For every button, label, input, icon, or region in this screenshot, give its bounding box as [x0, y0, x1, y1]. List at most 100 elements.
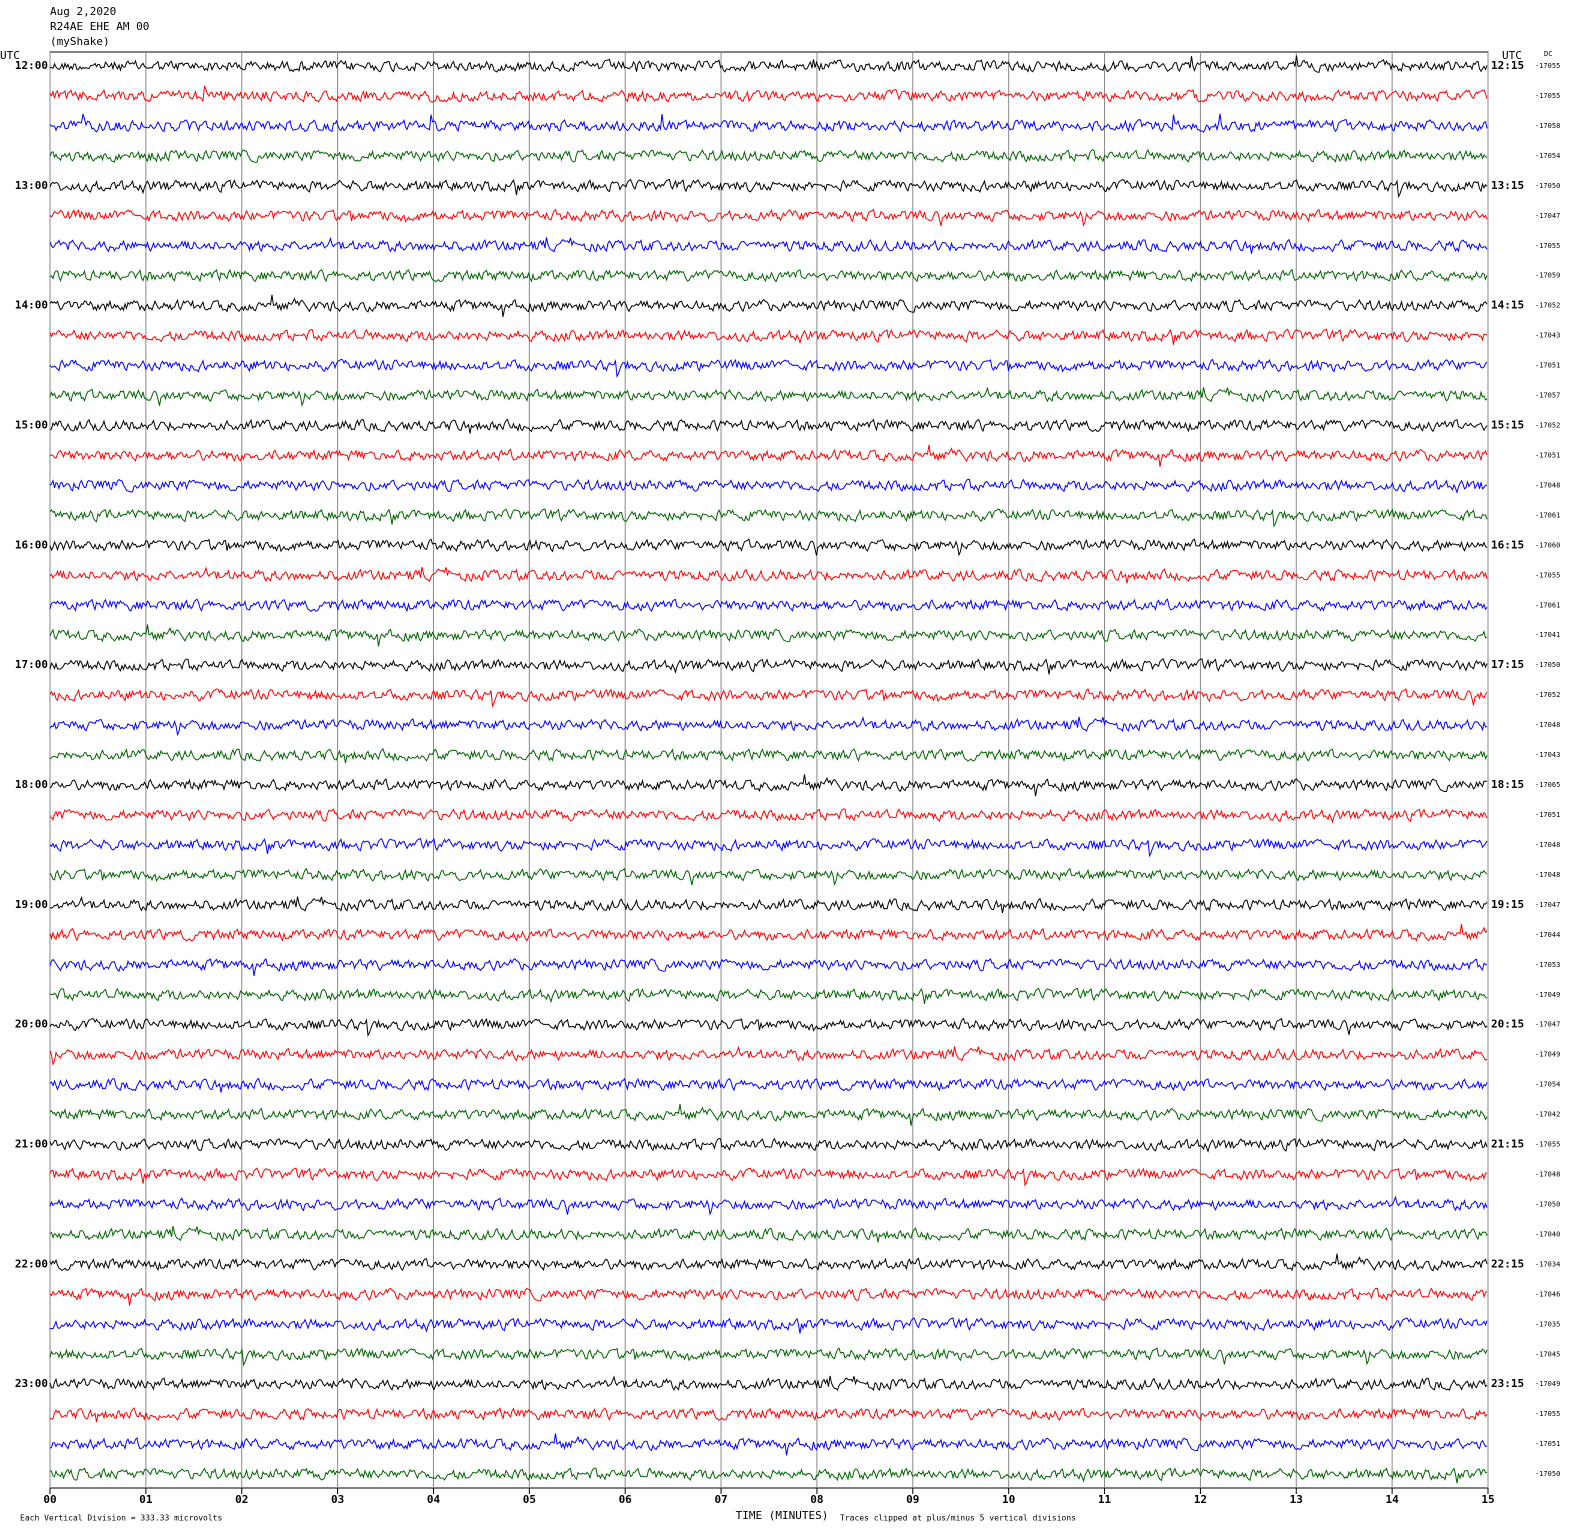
dc-value: -17047	[1535, 1021, 1560, 1029]
trace	[49, 268, 1488, 283]
dc-value: -17054	[1535, 152, 1560, 160]
trace	[49, 1407, 1488, 1423]
trace	[49, 716, 1488, 737]
dc-value: -17061	[1535, 511, 1560, 519]
x-tick-label: 01	[139, 1493, 153, 1506]
trace	[49, 178, 1488, 199]
dc-value: -17055	[1535, 1141, 1560, 1149]
trace	[49, 418, 1488, 434]
dc-value: -17046	[1535, 1290, 1560, 1298]
dc-value: -17059	[1535, 272, 1560, 280]
dc-value: -17043	[1535, 332, 1560, 340]
dc-value: -17052	[1535, 691, 1560, 699]
trace	[49, 1045, 1488, 1066]
dc-value: -17051	[1535, 362, 1560, 370]
trace	[49, 1167, 1487, 1187]
dc-value: -17041	[1535, 631, 1560, 639]
right-time-label: 13:15	[1491, 179, 1524, 192]
trace	[49, 444, 1488, 467]
trace	[49, 1077, 1488, 1093]
dc-value: -17035	[1535, 1320, 1560, 1328]
trace	[49, 478, 1487, 494]
trace	[49, 149, 1488, 163]
trace	[49, 688, 1488, 708]
dc-value: -17051	[1535, 811, 1560, 819]
trace	[49, 208, 1488, 228]
dc-value: -17055	[1535, 571, 1560, 579]
title-line: (myShake)	[50, 35, 110, 48]
x-tick-label: 14	[1386, 1493, 1400, 1506]
dc-value: -17048	[1535, 1171, 1560, 1179]
dc-value: -17060	[1535, 541, 1560, 549]
dc-value: -17048	[1535, 871, 1560, 879]
trace	[49, 294, 1488, 317]
dc-value: -17043	[1535, 751, 1560, 759]
plot-frame	[49, 51, 1489, 1489]
dc-value: -17047	[1535, 901, 1560, 909]
x-tick-label: 10	[1002, 1493, 1015, 1506]
trace	[49, 358, 1488, 378]
dc-value: -17034	[1535, 1260, 1560, 1268]
dc-value: -17050	[1535, 182, 1560, 190]
dc-value: -17058	[1535, 122, 1560, 130]
dc-value: -17065	[1535, 781, 1560, 789]
dc-value: -17042	[1535, 1111, 1560, 1119]
dc-value: -17055	[1535, 62, 1560, 70]
dc-value: -17049	[1535, 991, 1560, 999]
trace	[49, 658, 1488, 675]
dc-value: -17049	[1535, 1051, 1560, 1059]
trace	[49, 774, 1488, 797]
right-time-label: 15:15	[1491, 419, 1524, 432]
trace	[49, 987, 1488, 1004]
dc-value: -17048	[1535, 841, 1560, 849]
dc-value: -17050	[1535, 661, 1560, 669]
x-tick-label: 12	[1194, 1493, 1207, 1506]
trace	[49, 895, 1488, 913]
x-tick-label: 07	[714, 1493, 727, 1506]
dc-value: -17054	[1535, 1081, 1560, 1089]
left-time-label: 17:00	[15, 658, 48, 671]
right-time-label: 23:15	[1491, 1377, 1524, 1390]
dc-value: -17052	[1535, 422, 1560, 430]
dc-value: -17055	[1535, 1410, 1560, 1418]
left-time-label: 21:00	[15, 1138, 48, 1151]
dc-value: -17044	[1535, 931, 1560, 939]
dc-value: -17047	[1535, 212, 1560, 220]
trace	[49, 386, 1488, 407]
x-tick-label: 09	[906, 1493, 919, 1506]
trace	[49, 1225, 1488, 1243]
footnote: Traces clipped at plus/minus 5 vertical …	[840, 1514, 1076, 1523]
left-time-label: 15:00	[15, 419, 48, 432]
right-time-label: 17:15	[1491, 658, 1524, 671]
right-time-label: 19:15	[1491, 898, 1524, 911]
trace	[49, 1317, 1488, 1334]
right-time-label: 20:15	[1491, 1018, 1524, 1031]
dc-value: -17048	[1535, 721, 1560, 729]
trace	[49, 1347, 1488, 1367]
footnote: Each Vertical Division = 333.33 microvol…	[20, 1514, 222, 1523]
trace	[49, 538, 1488, 557]
right-time-label: 12:15	[1491, 59, 1524, 72]
dc-value: -17055	[1535, 92, 1560, 100]
trace	[49, 236, 1488, 254]
left-time-label: 13:00	[15, 179, 48, 192]
dc-value: -17061	[1535, 601, 1560, 609]
trace	[49, 958, 1488, 977]
dc-value: -17057	[1535, 392, 1560, 400]
right-time-label: 18:15	[1491, 778, 1524, 791]
left-time-label: 14:00	[15, 299, 48, 312]
left-time-label: 22:00	[15, 1257, 48, 1270]
x-tick-label: 02	[235, 1493, 248, 1506]
trace	[49, 808, 1488, 824]
trace	[49, 1103, 1488, 1126]
dc-value: -17051	[1535, 1440, 1560, 1448]
trace	[49, 1017, 1488, 1038]
trace	[49, 598, 1488, 613]
trace	[49, 747, 1488, 764]
dc-label: DC	[1544, 50, 1552, 58]
dc-value: -17048	[1535, 481, 1560, 489]
x-tick-label: 05	[523, 1493, 536, 1506]
dc-value: -17053	[1535, 961, 1560, 969]
dc-value: -17050	[1535, 1470, 1560, 1478]
trace	[49, 1195, 1488, 1216]
